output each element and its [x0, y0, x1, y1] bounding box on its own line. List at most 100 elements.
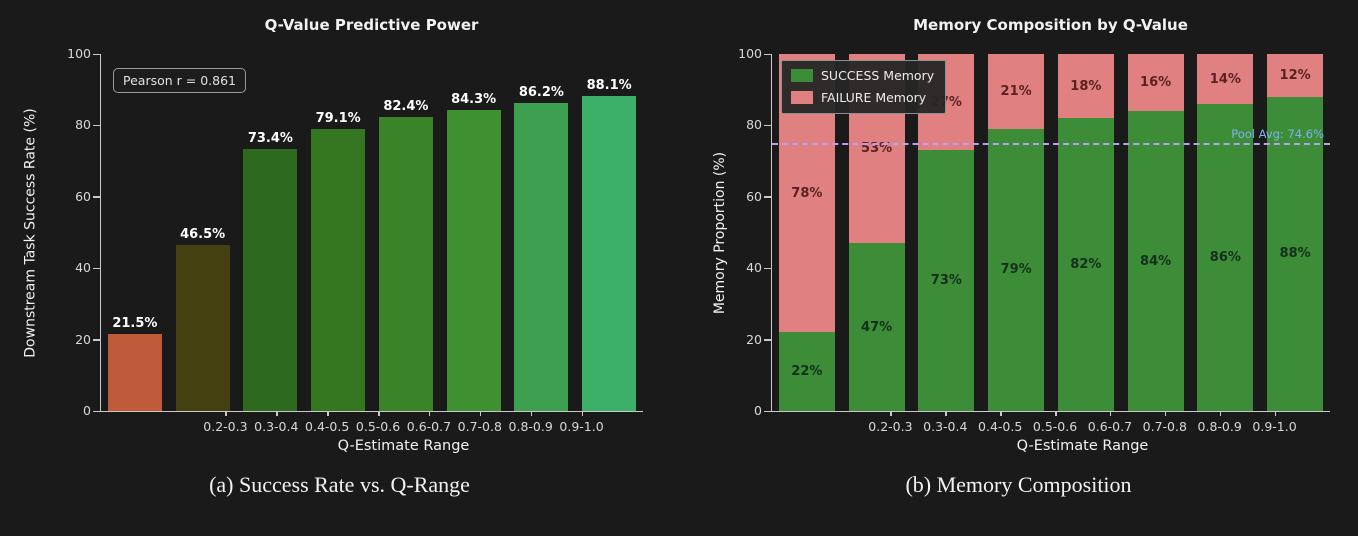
segment-value-label: 88%	[1279, 246, 1311, 262]
bar-value-label: 73.4%	[247, 130, 293, 146]
x-tick-mark	[530, 412, 533, 416]
segment-value-label: 47%	[861, 319, 893, 335]
bar-segment: 16%	[1127, 54, 1184, 112]
y-tick-label: 60	[75, 188, 91, 204]
x-tick: 0.6-0.7	[404, 412, 455, 434]
segment-value-label: 22%	[791, 364, 823, 380]
segment-value-label: 14%	[1209, 71, 1241, 87]
bar-segment: 18%	[1057, 54, 1114, 119]
bar	[175, 245, 230, 411]
legend-item: FAILURE Memory	[791, 90, 934, 105]
bar-segment: 73%	[918, 150, 975, 411]
bar-segment: 82%	[1057, 118, 1114, 411]
bar-segment: 88%	[1267, 96, 1324, 411]
x-tick-label: 0.6-0.7	[406, 419, 452, 434]
bar-slot: 53% 47%	[842, 54, 912, 411]
x-tick-label: 0.8-0.9	[1197, 419, 1242, 434]
chart-b-x-axis-label: Q-Estimate Range	[1016, 438, 1149, 454]
segment-value-label: 78%	[791, 185, 823, 201]
segment-value-label: 84%	[1140, 253, 1172, 269]
bar-segment: 79%	[988, 128, 1045, 411]
x-tick: 0.3-0.4	[918, 412, 973, 434]
bar-slot: 46.5%	[169, 54, 237, 411]
x-tick-label: 0.4-0.5	[305, 419, 350, 434]
bars-row: 21.5% 46.5% 73.4% 79.1% 82.4% 84.3% 86.2% 88.1%	[101, 54, 643, 411]
x-tick: 0.2-0.3	[863, 412, 918, 434]
x-tick-label: 0.9-1.0	[1252, 419, 1297, 434]
bar	[311, 128, 366, 411]
bar-slot: 12% 88%	[1260, 54, 1330, 411]
x-tick-label: 0.7-0.8	[457, 419, 502, 434]
bar-slot: 79.1%	[304, 54, 372, 411]
bar	[514, 103, 569, 411]
caption-a: (a) Success Rate vs. Q-Range	[209, 472, 470, 497]
y-tick-mark	[764, 410, 771, 412]
x-tick-mark	[327, 412, 329, 416]
y-tick-mark	[93, 196, 100, 198]
segment-value-label: 73%	[930, 273, 962, 289]
x-tick: 0.8-0.9	[505, 412, 556, 434]
y-tick-mark	[93, 124, 100, 127]
x-tick-mark	[276, 412, 278, 416]
x-tick: 0.7-0.8	[454, 412, 505, 434]
chart-a-x-axis-label: Q-Estimate Range	[337, 438, 470, 454]
x-tick-mark	[945, 412, 947, 416]
legend: SUCCESS Memory FAILURE Memory	[781, 60, 947, 114]
y-tick-mark	[93, 410, 100, 412]
caption-b: (b) Memory Composition	[905, 472, 1132, 497]
y-tick-label: 20	[75, 331, 91, 347]
y-tick-label: 0	[754, 403, 762, 418]
x-tick-label: 0.4-0.5	[978, 419, 1023, 434]
x-tick-label: 0.9-1.0	[559, 419, 604, 434]
y-tick-mark	[764, 53, 771, 55]
bar	[582, 96, 637, 411]
legend-swatch	[791, 91, 813, 104]
y-tick-label: 60	[746, 188, 762, 204]
stacked-bar-chart-memory-composition: Memory Proportion (%) SUCCESS Memory FAIL…	[712, 46, 1330, 418]
pool-average-line	[772, 142, 1330, 145]
x-tick-mark	[581, 412, 584, 416]
x-tick-mark	[1109, 412, 1112, 416]
x-tick-mark	[890, 412, 892, 416]
y-tick-label: 40	[75, 260, 91, 276]
y-tick-label: 0	[83, 403, 91, 418]
x-tick-mark	[378, 412, 380, 416]
x-tick-mark	[428, 412, 431, 416]
chart-b-title: Memory Composition by Q-Value	[913, 16, 1188, 34]
segment-value-label: 53%	[861, 141, 893, 157]
panel-success-rate-chart: Q-Value Predictive Power Downstream Task…	[23, 16, 643, 497]
y-tick-label: 100	[738, 46, 762, 61]
bar-segment: 21%	[988, 54, 1045, 129]
x-tick: 0.8-0.9	[1192, 412, 1247, 434]
bar-value-label: 82.4%	[383, 98, 429, 114]
segment-value-label: 16%	[1140, 75, 1172, 91]
x-tick-label: 0.7-0.8	[1142, 419, 1187, 434]
chart-a-title: Q-Value Predictive Power	[264, 16, 479, 34]
legend-swatch	[791, 69, 813, 82]
x-tick: 0.3-0.4	[251, 412, 302, 434]
y-tick-label: 80	[746, 117, 762, 133]
x-tick-label: 0.6-0.7	[1087, 419, 1133, 434]
chart-a-y-axis-label: Downstream Task Success Rate (%)	[23, 107, 39, 358]
x-tick-label: 0.8-0.9	[508, 419, 553, 434]
y-tick-label: 100	[67, 46, 91, 61]
x-tick-label: 0.3-0.4	[254, 419, 299, 434]
bar-slot: 82.4%	[372, 54, 440, 411]
panel-memory-composition-chart: Memory Composition by Q-Value Memory Pro…	[679, 0, 1358, 536]
bar-segment: 12%	[1267, 54, 1324, 97]
pool-average-label: Pool Avg: 74.6%	[1231, 126, 1324, 141]
x-tick: 0.2-0.3	[200, 412, 251, 434]
x-tick-mark	[225, 412, 227, 416]
x-tick: 0.5-0.6	[1028, 412, 1083, 434]
bar-value-label: 84.3%	[451, 92, 497, 108]
pearson-annotation: Pearson r = 0.861	[113, 68, 246, 93]
x-tick: 0.4-0.5	[302, 412, 353, 434]
bar-segment: 14%	[1197, 54, 1254, 104]
bar-value-label: 46.5%	[180, 227, 226, 242]
y-tick-mark	[93, 339, 100, 341]
bar-slot: 18% 82%	[1051, 54, 1121, 411]
chart-a-plot-region: Downstream Task Success Rate (%) Pearson…	[23, 46, 643, 454]
bar-value-label: 79.1%	[315, 110, 361, 126]
bar-slot: 14% 86%	[1191, 54, 1261, 411]
